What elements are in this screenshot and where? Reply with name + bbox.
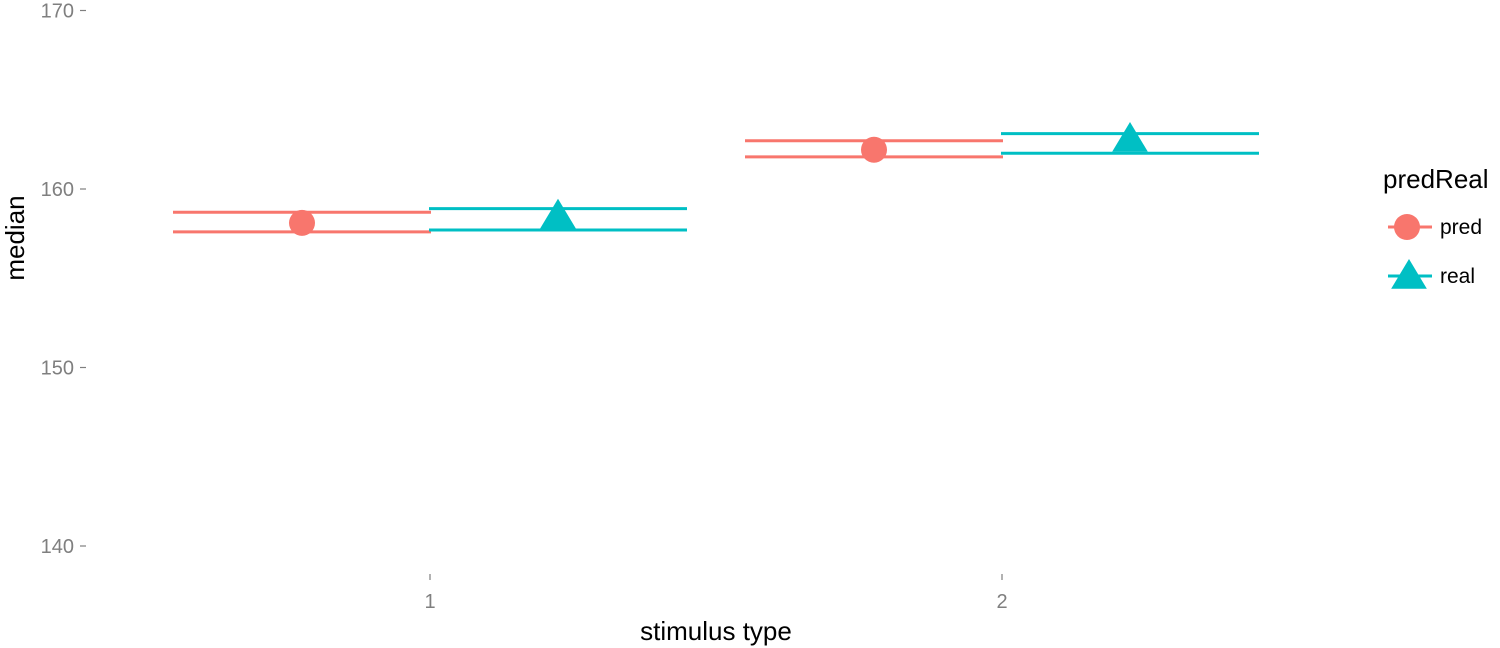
x-tick-label: 2 [996,591,1007,613]
y-tick-label: 170 [41,1,74,23]
y-tick-label: 150 [41,358,74,380]
legend-label: real [1440,265,1475,288]
legend-key-circle [1394,214,1420,240]
legend-key-triangle [1391,259,1427,289]
chart-marks [173,122,1259,236]
x-tick-label: 1 [424,591,435,613]
legend-item-real: real [1388,259,1475,289]
legend-item-pred: pred [1388,214,1482,240]
x-axis-title: stimulus type [640,616,792,646]
errorbar-real-1 [429,198,687,232]
y-axis: 140 150 160 170 [41,1,86,558]
y-tick-label: 160 [41,179,74,201]
y-tick-label: 140 [41,536,74,558]
point-pred-1 [289,209,315,236]
errorbar-pred-2 [745,136,1003,163]
errorbar-pred-1 [173,209,431,236]
legend: predReal pred real [1383,164,1489,289]
legend-title: predReal [1383,164,1489,194]
point-pred-2 [861,136,887,163]
point-real-2 [1112,122,1148,152]
legend-label: pred [1440,216,1482,239]
y-axis-title: median [0,195,30,280]
errorbar-real-2 [1001,122,1259,155]
point-real-1 [540,198,576,229]
